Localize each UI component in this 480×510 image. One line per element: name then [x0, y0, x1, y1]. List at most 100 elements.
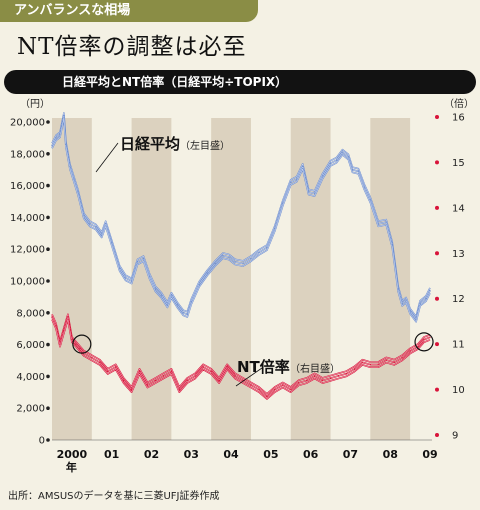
nikkei-axis-note: （左目盛）	[180, 139, 230, 152]
data-point	[130, 388, 133, 391]
data-point	[290, 388, 292, 391]
right-tick-label: 13	[452, 249, 465, 260]
right-tick-dot	[435, 387, 439, 392]
data-point	[415, 318, 417, 320]
data-point	[202, 366, 204, 368]
x-tick-label: 07	[343, 448, 358, 461]
data-point	[329, 377, 332, 379]
data-point	[341, 151, 344, 153]
data-point	[274, 227, 276, 230]
data-point	[250, 384, 252, 386]
data-point	[160, 294, 163, 296]
right-tick-label: 12	[452, 294, 465, 305]
right-tick-dot	[435, 115, 439, 119]
data-point	[176, 304, 178, 306]
data-point	[363, 186, 365, 188]
data-point	[357, 170, 359, 172]
left-tick-label: 6,000	[16, 340, 45, 351]
data-point	[314, 192, 316, 195]
data-point	[369, 199, 371, 201]
x-tick-label: 06	[303, 448, 319, 461]
nt-ratio-series	[51, 313, 431, 400]
data-point	[119, 267, 121, 269]
data-point	[429, 336, 431, 338]
data-point	[123, 379, 125, 382]
data-point	[337, 375, 340, 377]
data-point	[115, 366, 117, 368]
data-point	[266, 395, 268, 397]
data-point	[335, 159, 338, 161]
year-band-2008	[370, 118, 411, 440]
x-tick-label: 02	[144, 448, 159, 461]
data-point	[142, 258, 145, 260]
right-axis-unit: （倍）	[444, 97, 474, 110]
left-tick-dot	[46, 247, 50, 251]
right-tick-dot	[435, 205, 439, 210]
data-point	[111, 242, 113, 244]
left-tick-label: 14,000	[10, 213, 45, 224]
data-point	[302, 165, 304, 168]
data-point	[130, 280, 133, 282]
left-tick-dot	[46, 311, 50, 315]
x-tick-label: 2000	[57, 448, 88, 461]
data-point	[419, 302, 421, 304]
right-tick-dot	[435, 251, 439, 256]
series-labels: 日経平均 （左目盛） NT倍率 （右目盛）	[95, 135, 340, 387]
data-point	[250, 258, 252, 260]
data-point	[79, 348, 81, 350]
data-point	[71, 339, 73, 341]
data-point	[138, 370, 141, 372]
left-tick-label: 18,000	[10, 149, 45, 160]
page-title: NT倍率の調整は必至	[17, 34, 247, 60]
x-year-suffix: 年	[66, 460, 77, 474]
data-point	[77, 191, 79, 193]
left-tick-dot	[46, 438, 50, 442]
data-point	[361, 361, 363, 363]
annotations	[72, 332, 434, 354]
series-highlight-2	[51, 319, 431, 400]
data-point	[409, 350, 411, 352]
data-point	[397, 288, 399, 290]
data-point	[377, 363, 379, 366]
data-point	[347, 156, 350, 158]
left-axis-unit: （円）	[20, 98, 50, 110]
data-point	[385, 359, 387, 361]
data-point	[282, 384, 284, 386]
data-point	[101, 234, 103, 236]
data-point	[154, 379, 157, 382]
axes: （円） 20,000 18,000 16,000 14,000 12,000 10,000 8…	[10, 97, 474, 474]
data-point	[391, 243, 393, 246]
data-point	[55, 137, 57, 139]
data-point	[226, 366, 228, 368]
left-tick-dot	[46, 120, 50, 124]
right-tick-label: 9	[452, 431, 458, 442]
data-point	[63, 115, 65, 117]
data-point	[89, 223, 91, 225]
data-point	[162, 375, 165, 377]
nikkei-series	[51, 112, 431, 323]
data-point	[59, 343, 61, 345]
data-point	[154, 288, 157, 290]
data-point	[170, 370, 172, 372]
nikkei-label-leader	[95, 142, 119, 173]
data-point	[385, 221, 387, 223]
left-tick-dot	[46, 183, 50, 188]
data-point	[148, 275, 151, 277]
left-tick-label: 12,000	[10, 245, 45, 256]
left-tick-dot	[46, 215, 50, 220]
left-tick-dot	[46, 406, 50, 411]
data-point	[393, 361, 395, 363]
right-tick-label: 16	[452, 113, 465, 124]
data-point	[198, 283, 200, 285]
data-point	[136, 261, 139, 263]
x-tick-label: 08	[383, 448, 398, 461]
data-point	[73, 178, 75, 180]
data-point	[99, 361, 101, 363]
right-tick-label: 10	[452, 385, 465, 396]
data-point	[95, 226, 97, 228]
nikkei-label: 日経平均	[120, 135, 180, 153]
year-band-2006	[290, 118, 331, 440]
data-point	[210, 370, 212, 372]
data-point	[306, 379, 308, 382]
